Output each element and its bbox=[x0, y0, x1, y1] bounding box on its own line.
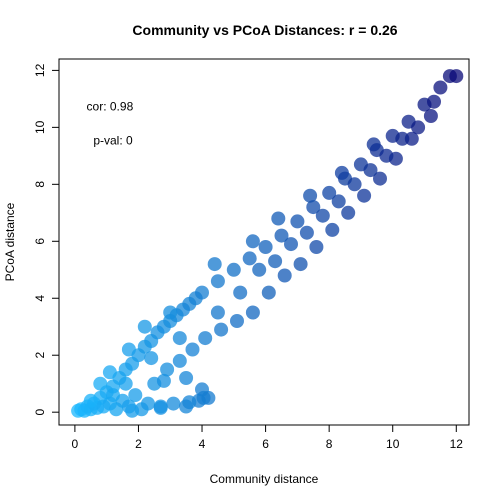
data-point bbox=[163, 305, 178, 320]
data-point bbox=[274, 228, 289, 243]
data-point bbox=[242, 251, 257, 266]
data-point bbox=[268, 254, 283, 269]
data-point bbox=[172, 353, 187, 368]
data-point bbox=[315, 208, 330, 223]
data-point bbox=[121, 342, 136, 357]
data-point bbox=[290, 214, 305, 229]
data-point bbox=[395, 131, 410, 146]
data-point bbox=[160, 362, 175, 377]
annotation-text: p-val: 0 bbox=[93, 133, 133, 147]
y-tick-label: 4 bbox=[33, 295, 47, 302]
data-point bbox=[357, 188, 372, 203]
annotation-text: cor: 0.98 bbox=[87, 99, 134, 113]
data-point bbox=[233, 285, 248, 300]
data-point bbox=[271, 211, 286, 226]
data-point bbox=[207, 257, 222, 272]
y-tick-label: 10 bbox=[33, 120, 47, 134]
data-point bbox=[185, 342, 200, 357]
data-point bbox=[144, 351, 159, 366]
data-point bbox=[306, 200, 321, 215]
data-point bbox=[423, 109, 438, 123]
y-tick-label: 0 bbox=[33, 409, 47, 416]
data-point bbox=[196, 390, 211, 405]
data-point bbox=[366, 137, 381, 152]
data-point bbox=[141, 396, 155, 411]
data-point bbox=[433, 80, 448, 95]
data-point bbox=[182, 395, 197, 410]
annotations-layer: cor: 0.98 p-val: 0 bbox=[87, 99, 134, 147]
x-tick-label: 8 bbox=[326, 437, 333, 451]
data-point bbox=[258, 240, 273, 254]
data-point bbox=[128, 388, 143, 403]
data-point bbox=[102, 365, 117, 380]
data-point bbox=[347, 177, 362, 192]
y-tick-label: 8 bbox=[33, 181, 47, 188]
data-point bbox=[198, 331, 213, 346]
data-point bbox=[156, 373, 171, 388]
data-point bbox=[153, 400, 168, 415]
data-point bbox=[341, 205, 356, 220]
data-point bbox=[226, 262, 241, 277]
x-tick-label: 0 bbox=[72, 437, 79, 451]
data-point bbox=[210, 274, 225, 289]
data-point bbox=[334, 165, 349, 180]
data-point bbox=[322, 185, 337, 200]
data-point bbox=[166, 396, 181, 411]
data-point bbox=[252, 262, 267, 277]
points-layer bbox=[71, 69, 464, 418]
x-tick-label: 10 bbox=[386, 437, 400, 451]
x-tick-label: 2 bbox=[135, 437, 142, 451]
data-point bbox=[137, 319, 152, 334]
data-point bbox=[93, 376, 108, 391]
data-point bbox=[172, 331, 187, 346]
data-point bbox=[411, 120, 426, 135]
data-point bbox=[293, 257, 308, 272]
data-point bbox=[106, 388, 120, 403]
data-point bbox=[125, 403, 140, 418]
y-axis-label: PCoA distance bbox=[3, 202, 17, 281]
data-point bbox=[299, 225, 314, 240]
data-point bbox=[379, 148, 394, 163]
data-point bbox=[261, 285, 276, 300]
x-tick-label: 12 bbox=[450, 437, 464, 451]
x-tick-label: 4 bbox=[199, 437, 206, 451]
data-point bbox=[210, 305, 225, 320]
data-point bbox=[245, 305, 260, 320]
data-point bbox=[303, 188, 318, 203]
data-point bbox=[449, 69, 464, 84]
data-point bbox=[373, 171, 387, 186]
x-axis-label: Community distance bbox=[210, 472, 319, 486]
data-point bbox=[118, 376, 133, 391]
data-point bbox=[179, 371, 194, 385]
chart-title: Community vs PCoA Distances: r = 0.26 bbox=[132, 22, 397, 38]
y-tick-label: 2 bbox=[33, 352, 47, 359]
data-point bbox=[363, 163, 378, 178]
data-point bbox=[230, 314, 244, 328]
data-point bbox=[195, 285, 209, 300]
data-point bbox=[325, 222, 340, 237]
data-point bbox=[331, 194, 346, 209]
data-point bbox=[309, 240, 324, 254]
data-point bbox=[83, 393, 98, 408]
data-point bbox=[245, 234, 260, 249]
data-point bbox=[427, 94, 441, 109]
data-point bbox=[284, 237, 298, 252]
y-tick-label: 12 bbox=[33, 63, 47, 77]
y-tick-label: 6 bbox=[33, 238, 47, 245]
data-point bbox=[214, 322, 229, 337]
ticks-layer: 0 2 4 6 8 10 12 0 2 4 6 8 10 12 bbox=[33, 63, 463, 451]
x-tick-label: 6 bbox=[262, 437, 269, 451]
data-point bbox=[277, 268, 292, 283]
